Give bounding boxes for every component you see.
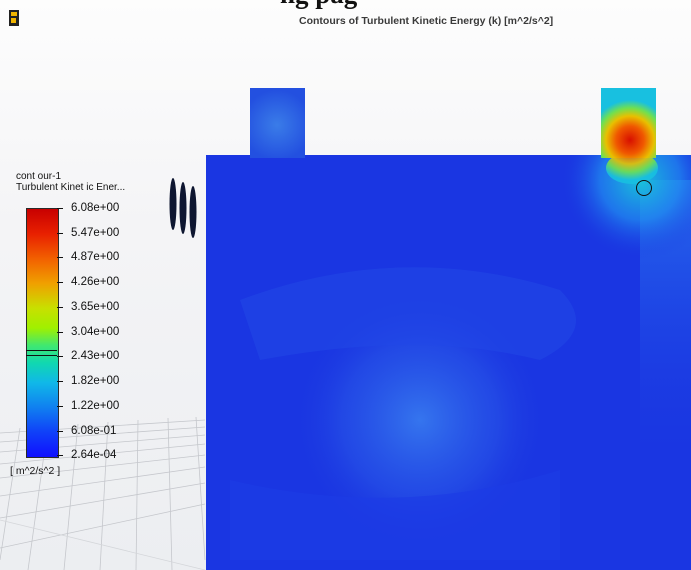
- colorbar-label: 3.65e+00: [71, 301, 120, 313]
- axis-triad-icon[interactable]: [166, 176, 200, 240]
- colorbar-label: 4.26e+00: [71, 276, 120, 288]
- legend-variable-name: Turbulent Kinet ic Ener...: [16, 182, 126, 193]
- colorbar-label: 4.87e+00: [71, 251, 120, 263]
- colorbar-label: 1.82e+00: [71, 375, 120, 387]
- legend-contour-name: cont our-1: [16, 171, 62, 182]
- colorbar-tick: [57, 233, 63, 234]
- colorbar-tick: [57, 307, 63, 308]
- colorbar-tick: [57, 356, 63, 357]
- colorbar-label: 6.08e-01: [71, 425, 117, 437]
- legend-unit: [ m^2/s^2 ]: [10, 465, 61, 477]
- color-bar-marker: [26, 350, 57, 356]
- colorbar-label: 3.04e+00: [71, 326, 120, 338]
- fluent-logo-icon: [9, 10, 19, 26]
- colorbar-label: 6.08e+00: [71, 202, 120, 214]
- colorbar-tick: [57, 282, 63, 283]
- colorbar-tick: [57, 406, 63, 407]
- colorbar-label: 1.22e+00: [71, 400, 120, 412]
- colorbar-tick: [57, 381, 63, 382]
- colorbar-label: 2.43e+00: [71, 350, 120, 362]
- top-heading-text: ng pag: [280, 0, 357, 10]
- colorbar-tick: [57, 332, 63, 333]
- colorbar-tick: [57, 431, 63, 432]
- colorbar-label: 5.47e+00: [71, 227, 120, 239]
- colorbar-tick: [57, 208, 63, 209]
- probe-circle-icon[interactable]: [636, 180, 652, 196]
- plot-title: Contours of Turbulent Kinetic Energy (k)…: [299, 15, 554, 27]
- color-bar: [26, 208, 59, 458]
- colorbar-tick: [57, 257, 63, 258]
- colorbar-label: 2.64e-04: [71, 449, 117, 461]
- colorbar-tick: [57, 455, 63, 456]
- top-cropped-heading: ng pag: [0, 0, 691, 10]
